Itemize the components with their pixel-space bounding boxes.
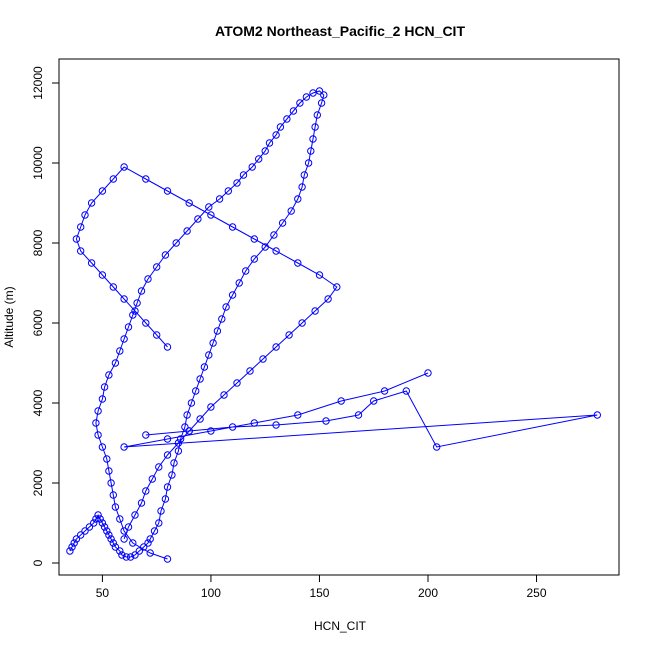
y-tick-label: 0 (31, 559, 45, 566)
series-line (124, 373, 597, 447)
x-axis-label: HCN_CIT (314, 619, 367, 633)
y-tick-label: 4000 (31, 389, 45, 416)
x-tick-label: 100 (201, 586, 221, 600)
y-tick-label: 8000 (31, 229, 45, 256)
x-tick-label: 250 (527, 586, 547, 600)
x-axis: 50 100 150 200 250 (96, 575, 547, 600)
series-layer (67, 88, 601, 562)
x-tick-label: 200 (418, 586, 438, 600)
y-axis: 0 2000 4000 6000 8000 10000 12000 (31, 66, 59, 566)
y-tick-label: 12000 (31, 66, 45, 100)
y-tick-label: 6000 (31, 309, 45, 336)
y-axis-label: Altitude (m) (2, 286, 16, 347)
series-line (70, 91, 324, 559)
x-tick-label: 150 (309, 586, 329, 600)
y-tick-label: 10000 (31, 146, 45, 180)
x-tick-label: 50 (96, 586, 110, 600)
y-tick-label: 2000 (31, 469, 45, 496)
chart-title: ATOM2 Northeast_Pacific_2 HCN_CIT (215, 23, 465, 39)
